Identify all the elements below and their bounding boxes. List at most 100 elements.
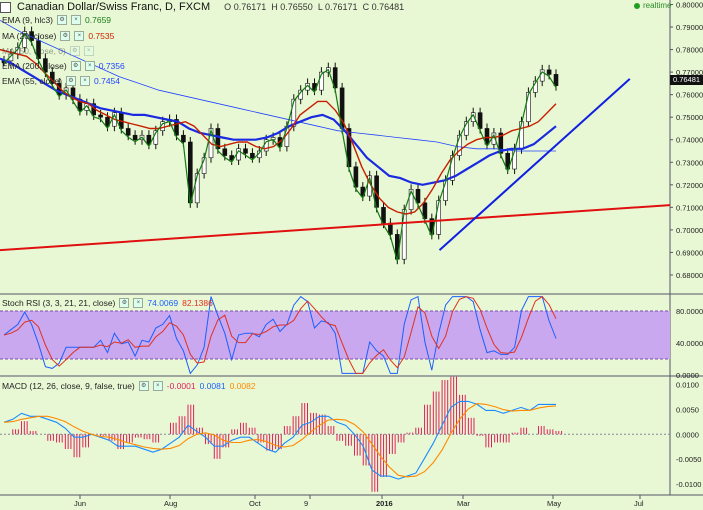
stoch-tick-label: 40.0000	[676, 339, 703, 348]
candle-body	[70, 87, 76, 100]
candle-body	[401, 209, 407, 260]
indicator-ema9[interactable]: EMA (9, hlc3) ⚙ × 0.7659	[2, 15, 112, 25]
candle-body	[319, 71, 324, 91]
candle-body	[132, 134, 138, 141]
price-tick-label: 0.70000	[676, 226, 703, 235]
settings-icon[interactable]: ⚙	[60, 31, 71, 41]
x-tick-label: Jun	[74, 499, 86, 508]
macd-signal-line	[3, 403, 557, 478]
settings-icon[interactable]: ⚙	[66, 76, 76, 86]
indicator-ma20[interactable]: MA (20, close) ⚙ × 0.7535	[2, 31, 115, 41]
indicator-ma50[interactable]: MA (50, close, 0) ⚙ ×	[2, 46, 94, 56]
candle-body	[505, 152, 511, 170]
candle-body	[250, 152, 255, 159]
price-tick-label: 0.68000	[676, 271, 703, 280]
ma20-line	[0, 48, 557, 215]
candle-body	[498, 132, 504, 154]
support-trendline	[0, 204, 671, 252]
close-icon[interactable]: ×	[152, 381, 163, 391]
uptrend-line	[438, 78, 631, 251]
x-tick-label: Aug	[164, 499, 177, 508]
macd-tick-label: 0.0100	[676, 380, 699, 389]
candle-body	[353, 166, 359, 188]
candle-body	[332, 67, 338, 89]
close-icon[interactable]: ×	[80, 76, 90, 86]
candle-body	[546, 69, 552, 75]
candle-body	[36, 40, 41, 59]
indicator-ema55[interactable]: EMA (55, close) ⚙ × 0.7454	[2, 76, 120, 86]
close-icon[interactable]: ×	[133, 298, 144, 308]
settings-icon[interactable]: ⚙	[69, 46, 80, 56]
candle-body	[174, 119, 179, 136]
settings-icon[interactable]: ⚙	[70, 61, 81, 71]
price-tick-label: 0.80000	[676, 1, 703, 10]
symbol-title: Canadian Dollar/Swiss Franc, D, FXCM	[17, 1, 211, 13]
settings-icon[interactable]: ⚙	[119, 298, 130, 308]
candle-body	[146, 134, 152, 145]
price-tick-label: 0.76000	[676, 91, 703, 100]
ema55-line	[0, 57, 557, 186]
candle-body	[181, 134, 186, 143]
candle-body	[105, 116, 110, 127]
x-tick-label: 9	[304, 499, 308, 508]
settings-icon[interactable]: ⚙	[138, 381, 149, 391]
candle-body	[381, 207, 386, 224]
x-tick-label: Jul	[634, 499, 644, 508]
close-icon[interactable]: ×	[71, 15, 82, 25]
macd-tick-label: -0.0100	[676, 480, 701, 489]
realtime-indicator: realtime	[634, 1, 671, 10]
stoch-k-line	[3, 295, 557, 375]
candle-body	[222, 148, 228, 156]
close-icon[interactable]: ×	[74, 31, 85, 41]
candle-body	[553, 74, 559, 86]
x-tick-label: Mar	[457, 499, 470, 508]
last-price-tag: 0.76481	[670, 75, 703, 85]
candle-body	[450, 155, 455, 181]
candle-body	[125, 128, 131, 136]
candle-body	[526, 92, 531, 123]
price-tick-label: 0.71000	[676, 203, 703, 212]
stoch-band	[0, 311, 670, 359]
stoch-d-line	[3, 295, 557, 374]
candle-body	[43, 58, 48, 73]
price-tick-label: 0.72000	[676, 181, 703, 190]
stoch-tick-label: 80.0000	[676, 307, 703, 316]
price-tick-label: 0.79000	[676, 23, 703, 32]
macd-tick-label: 0.0050	[676, 405, 699, 414]
candle-body	[415, 189, 421, 204]
macd-tick-label: 0.0000	[676, 430, 699, 439]
stoch-tick-label: 0.0000	[676, 371, 699, 380]
candle-body	[98, 114, 103, 118]
macd-legend[interactable]: MACD (12, 26, close, 9, false, true) ⚙ × -…	[2, 381, 256, 391]
status-dot-icon	[634, 2, 640, 9]
candle-body	[291, 98, 297, 127]
macd-line	[3, 400, 556, 480]
price-tick-label: 0.75000	[676, 113, 703, 122]
candle-body	[436, 200, 442, 235]
x-tick-label: 2016	[376, 499, 393, 508]
candle-body	[243, 148, 248, 154]
candle-body	[408, 189, 414, 210]
candle-body	[457, 134, 462, 156]
candle-body	[477, 112, 483, 129]
candle-body	[215, 128, 221, 150]
macd-tick-label: -0.0050	[676, 455, 701, 464]
settings-icon[interactable]: ⚙	[57, 15, 68, 25]
price-tick-label: 0.69000	[676, 248, 703, 257]
price-tick-label: 0.78000	[676, 46, 703, 55]
candle-body	[484, 128, 490, 145]
x-tick-label: May	[547, 499, 561, 508]
close-icon[interactable]: ×	[84, 61, 95, 71]
ema9-line	[3, 32, 557, 262]
candle-body	[422, 202, 428, 219]
price-tick-label: 0.73000	[676, 158, 703, 167]
indicator-ema200[interactable]: EMA (200, close) ⚙ × 0.7356	[2, 61, 125, 71]
price-tick-label: 0.74000	[676, 136, 703, 145]
stoch-rsi-legend[interactable]: Stoch RSI (3, 3, 21, 21, close) ⚙ × 74.006…	[2, 298, 213, 308]
ohlc-readout: O 0.76171 H 0.76550 L 0.76171 C 0.76481	[224, 2, 405, 12]
candle-body	[194, 173, 200, 204]
close-icon[interactable]: ×	[83, 46, 94, 56]
menu-icon[interactable]	[0, 1, 11, 13]
chart-header: Canadian Dollar/Swiss Franc, D, FXCM O 0…	[0, 0, 404, 14]
